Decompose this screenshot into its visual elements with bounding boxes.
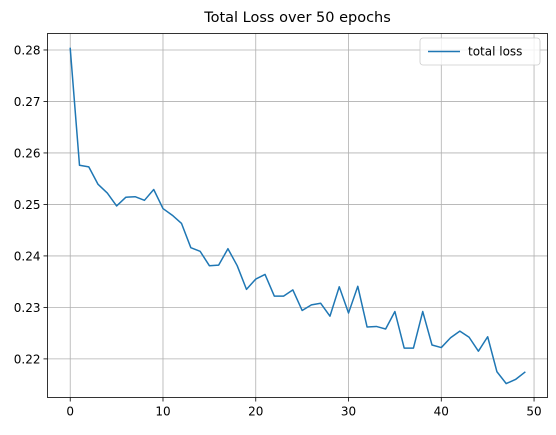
series-layer	[69, 47, 526, 385]
legend: total loss	[419, 37, 541, 66]
plot-frame	[47, 33, 548, 398]
y-tick-label: 0.28	[14, 43, 41, 57]
y-axis-ticks: 0.22 0.23 0.24 0.25 0.26 0.27 0.28	[14, 43, 48, 366]
grid-lines	[47, 33, 548, 398]
x-tick-label: 10	[155, 405, 170, 419]
x-tick-label: 50	[526, 405, 541, 419]
series-line-total-loss	[69, 47, 526, 385]
x-tick-label: 30	[341, 405, 356, 419]
x-tick-label: 0	[66, 405, 74, 419]
y-tick-label: 0.26	[14, 146, 41, 160]
legend-box	[419, 37, 541, 66]
y-tick-label: 0.24	[14, 249, 41, 263]
y-tick-label: 0.23	[14, 301, 41, 315]
chart-title: Total Loss over 50 epochs	[203, 10, 391, 26]
y-tick-label: 0.22	[14, 352, 41, 366]
x-axis-ticks: 0 10 20 30 40 50	[66, 397, 542, 419]
y-tick-label: 0.27	[14, 95, 41, 109]
x-tick-label: 20	[248, 405, 263, 419]
x-tick-label: 40	[434, 405, 449, 419]
legend-label-total-loss: total loss	[468, 45, 522, 59]
y-tick-label: 0.25	[14, 198, 41, 212]
